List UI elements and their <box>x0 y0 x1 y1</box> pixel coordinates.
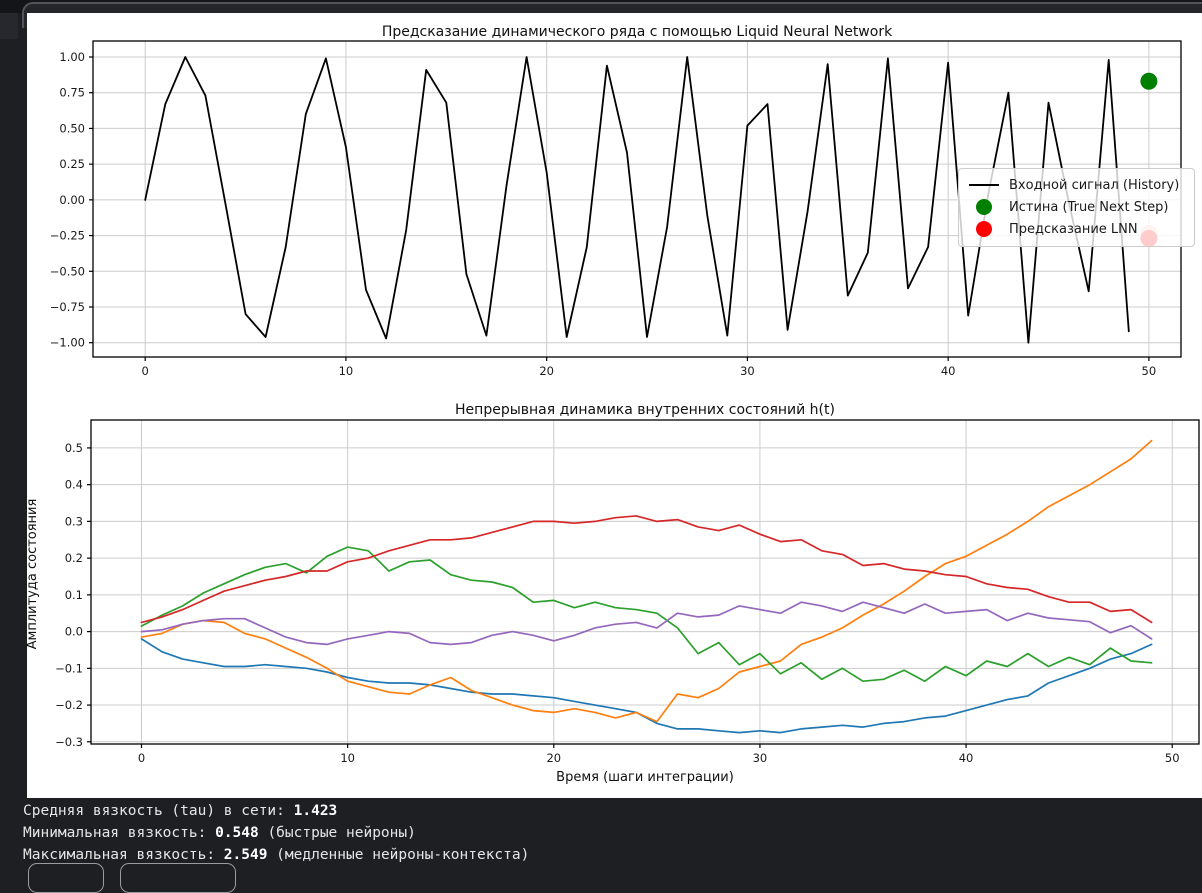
svg-text:50: 50 <box>1165 751 1180 765</box>
bottom-button-2[interactable] <box>120 863 236 893</box>
hidden-state-3 <box>142 547 1152 681</box>
svg-text:−0.3: −0.3 <box>55 735 83 749</box>
svg-text:10: 10 <box>339 364 354 378</box>
svg-text:0.0: 0.0 <box>65 625 83 639</box>
svg-text:10: 10 <box>340 751 355 765</box>
bottom-chart-title: Непрерывная динамика внутренних состояни… <box>91 401 1199 419</box>
hidden-state-1 <box>142 639 1152 733</box>
terminal-output: Средняя вязкость (tau) в сети: 1.423 Мин… <box>23 800 1123 866</box>
svg-text:−0.50: −0.50 <box>50 264 85 278</box>
legend-label: Предсказание LNN <box>1009 222 1138 237</box>
svg-text:−0.25: −0.25 <box>50 229 85 243</box>
svg-text:30: 30 <box>740 364 755 378</box>
svg-text:0.00: 0.00 <box>59 193 85 207</box>
side-chip <box>0 13 18 39</box>
svg-text:20: 20 <box>539 364 554 378</box>
legend-box: Входной сигнал (History) Истина (True Ne… <box>958 168 1195 247</box>
legend-item-input-signal: Входной сигнал (History) <box>967 174 1184 196</box>
svg-text:0.3: 0.3 <box>65 514 83 528</box>
svg-text:20: 20 <box>546 751 561 765</box>
bottom-chart-xlabel: Время (шаги интеграции) <box>91 770 1199 785</box>
svg-text:−1.00: −1.00 <box>50 336 85 350</box>
matplotlib-figure: 010203040501.000.750.500.250.00−0.25−0.5… <box>27 13 1202 798</box>
svg-text:−0.75: −0.75 <box>50 300 85 314</box>
true-next-step-marker <box>1140 73 1157 90</box>
bottom-chart-ylabel: Амплитуда состояния <box>25 494 41 654</box>
svg-text:0.1: 0.1 <box>65 588 83 602</box>
stat-min-tau: Минимальная вязкость: 0.548 (быстрые ней… <box>23 822 1123 844</box>
svg-text:0: 0 <box>138 751 145 765</box>
svg-text:1.00: 1.00 <box>59 50 85 64</box>
legend-label: Истина (True Next Step) <box>1009 200 1168 215</box>
svg-text:30: 30 <box>753 751 768 765</box>
svg-text:0.75: 0.75 <box>59 86 85 100</box>
svg-text:−0.2: −0.2 <box>55 698 83 712</box>
svg-text:0.2: 0.2 <box>65 551 83 565</box>
hidden-state-5 <box>142 602 1152 644</box>
red-dot-icon <box>967 221 1001 237</box>
legend-item-true-step: Истина (True Next Step) <box>967 196 1184 218</box>
legend-label: Входной сигнал (History) <box>1009 178 1179 193</box>
stat-mean-tau: Средняя вязкость (tau) в сети: 1.423 <box>23 800 1123 822</box>
top-chart-title: Предсказание динамического ряда с помощь… <box>93 23 1181 41</box>
hidden-state-4 <box>142 516 1152 623</box>
svg-text:−0.1: −0.1 <box>55 661 83 675</box>
line-sample-icon <box>967 184 1001 187</box>
svg-text:0.5: 0.5 <box>65 441 83 455</box>
svg-text:0: 0 <box>142 364 149 378</box>
hidden-state-2 <box>142 441 1152 722</box>
svg-text:40: 40 <box>959 751 974 765</box>
svg-text:50: 50 <box>1142 364 1157 378</box>
svg-text:0.4: 0.4 <box>65 478 83 492</box>
bottom-button-1[interactable] <box>28 863 104 893</box>
svg-text:0.50: 0.50 <box>59 121 85 135</box>
chart-area-1: 0 10 20 30 40 50 0.5 0.4 0.3 0.2 0.1 0.0 −0.1 −0.2 −0.… <box>55 420 1199 765</box>
legend-item-lnn-prediction: Предсказание LNN <box>967 218 1184 240</box>
svg-text:40: 40 <box>941 364 956 378</box>
app-window: { "page": { "background": "#1d1f23", "fi… <box>0 0 1202 873</box>
green-dot-icon <box>967 199 1001 215</box>
svg-text:0.25: 0.25 <box>59 157 85 171</box>
